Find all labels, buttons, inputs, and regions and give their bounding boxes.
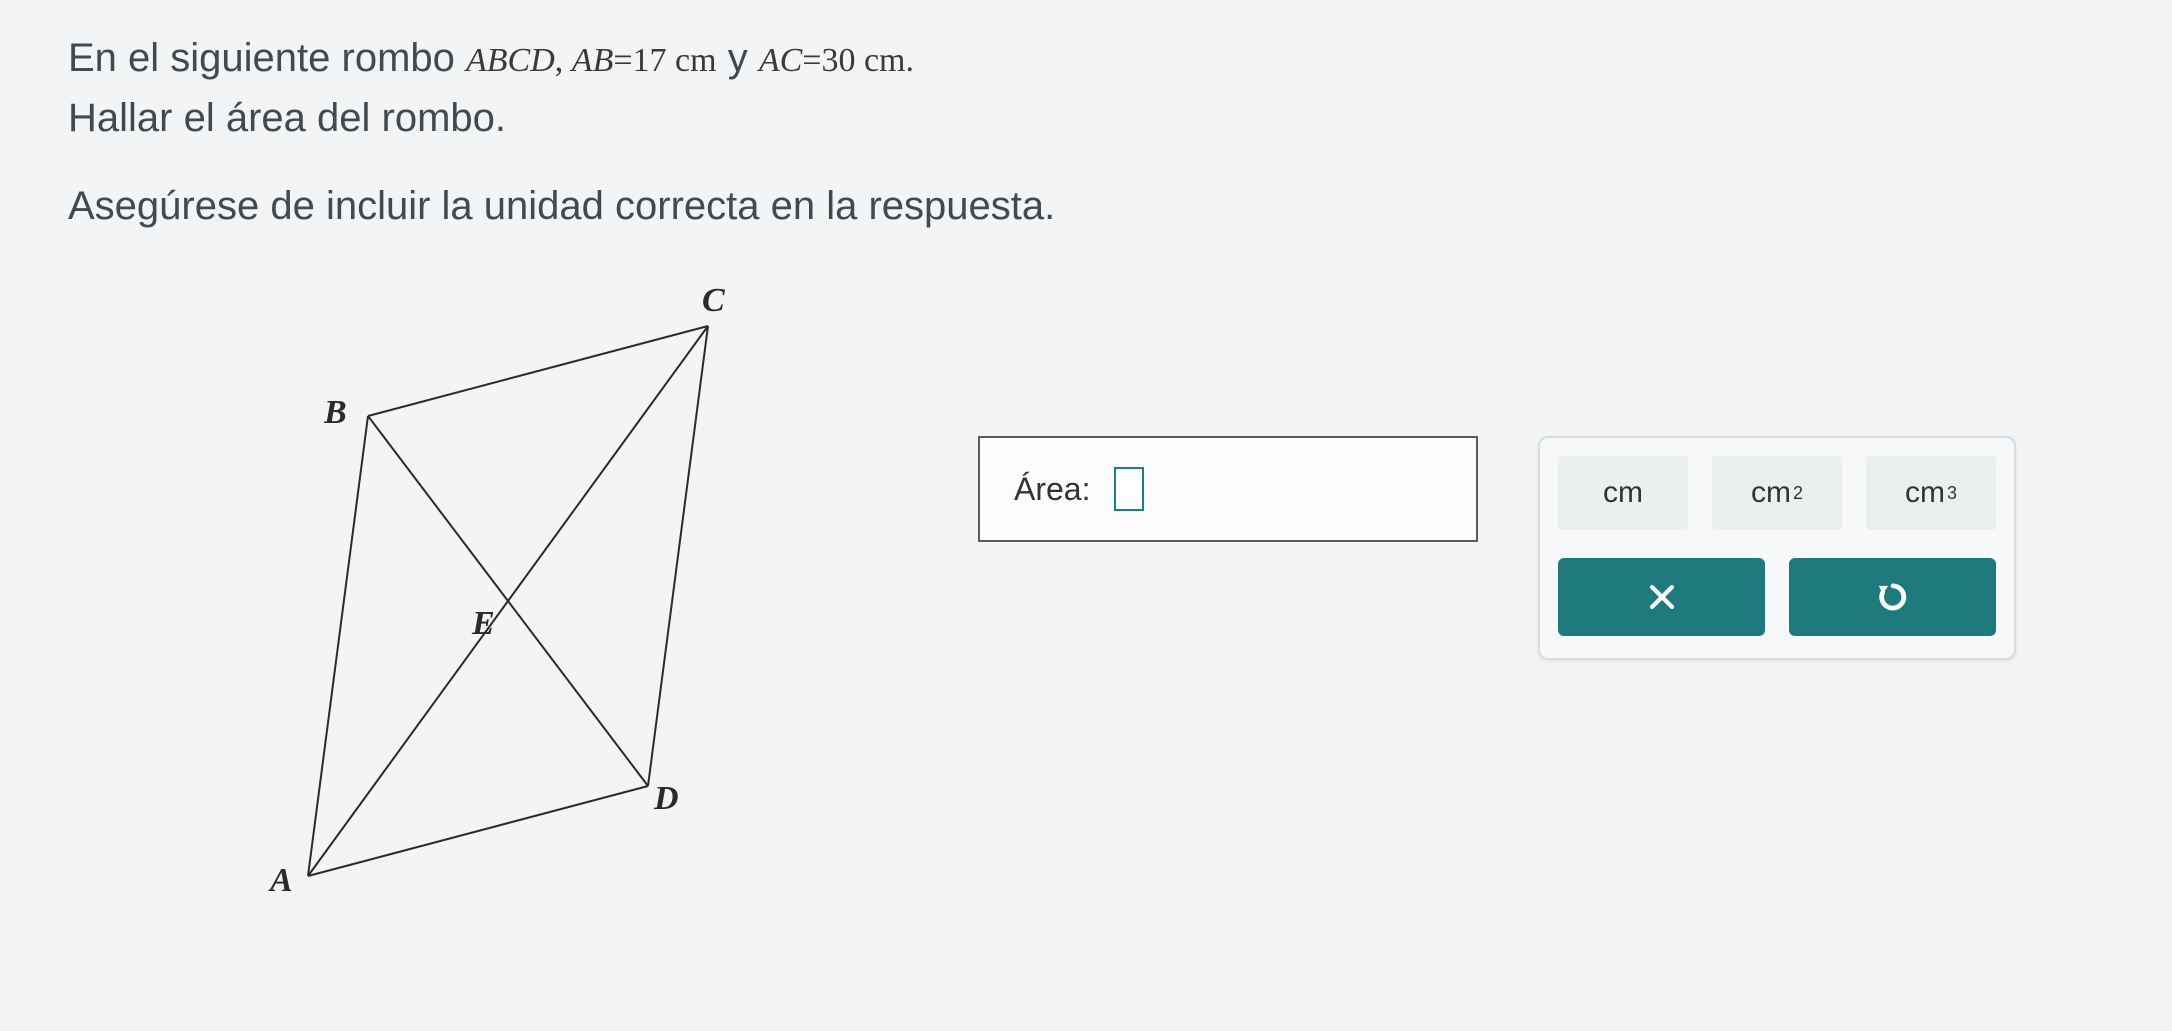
answer-panel: Área: cm cm2 cm3 — [978, 436, 2016, 660]
unit-cm2-label: cm — [1751, 476, 1791, 510]
vertex-label-d: D — [654, 780, 679, 818]
eq-1: = — [613, 42, 632, 79]
text-pre: En el siguiente rombo — [68, 36, 466, 80]
area-answer-box: Área: — [978, 436, 1478, 542]
problem-line-1: En el siguiente rombo ABCD, AB=17 cm y A… — [68, 28, 2112, 88]
rhombus-svg — [238, 286, 858, 926]
vertex-label-e: E — [472, 605, 495, 643]
val-ac: 30 — [821, 42, 855, 79]
unit-cm3-exp: 3 — [1947, 483, 1957, 504]
vertex-label-c: C — [702, 282, 725, 320]
x-icon — [1645, 580, 1679, 614]
unit-ab: cm — [667, 42, 717, 79]
unit-ac: cm. — [855, 42, 914, 79]
and-word: y — [728, 36, 759, 80]
unit-cm3-button[interactable]: cm3 — [1866, 456, 1996, 530]
reset-button[interactable] — [1789, 558, 1996, 636]
area-label: Área: — [1014, 471, 1090, 508]
problem-statement: En el siguiente rombo ABCD, AB=17 cm y A… — [68, 28, 2112, 236]
unit-cm2-button[interactable]: cm2 — [1712, 456, 1842, 530]
segment-ab: AB — [572, 42, 614, 79]
vertex-label-b: B — [324, 394, 347, 432]
clear-button[interactable] — [1558, 558, 1765, 636]
rhombus-name: ABCD — [466, 42, 555, 79]
rhombus-diagram: C B E D A — [238, 286, 858, 926]
eq-2: = — [802, 42, 821, 79]
unit-cm2-exp: 2 — [1793, 483, 1803, 504]
vertex-label-a: A — [270, 862, 293, 900]
unit-cm-button[interactable]: cm — [1558, 456, 1688, 530]
unit-panel: cm cm2 cm3 — [1538, 436, 2016, 660]
area-input[interactable] — [1114, 467, 1144, 511]
comma: , — [555, 42, 572, 79]
segment-ac: AC — [759, 42, 802, 79]
problem-line-3: Asegúrese de incluir la unidad correcta … — [68, 176, 2112, 236]
unit-cm3-label: cm — [1905, 476, 1945, 510]
action-row — [1558, 558, 1996, 636]
unit-cm-label: cm — [1603, 476, 1643, 510]
problem-line-2: Hallar el área del rombo. — [68, 88, 2112, 148]
undo-icon — [1874, 578, 1912, 616]
unit-row: cm cm2 cm3 — [1558, 456, 1996, 530]
val-ab: 17 — [633, 42, 667, 79]
